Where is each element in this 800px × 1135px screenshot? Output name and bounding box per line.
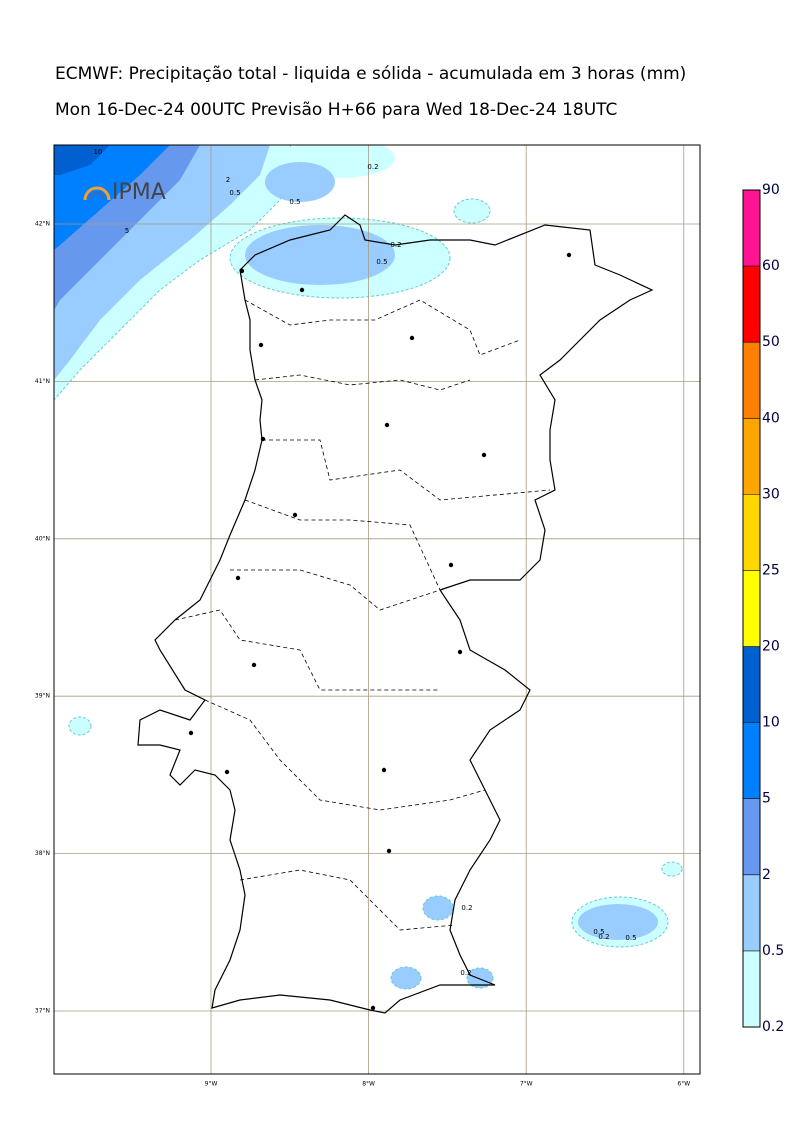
- colorbar-label: 0.5: [762, 943, 784, 959]
- colorbar-band: [743, 722, 760, 799]
- logo-icon: [88, 191, 106, 201]
- precip-area: [422, 895, 454, 921]
- lat-label: 40°N: [35, 535, 50, 542]
- precip-area: [68, 716, 92, 736]
- contour-label: 0.2: [367, 163, 378, 171]
- colorbar-label: 40: [762, 410, 780, 426]
- colorbar-label: 60: [762, 258, 780, 274]
- colorbar-label: 90: [762, 182, 780, 198]
- contour-label: 0.5: [376, 258, 387, 266]
- title: ECMWF: Precipitação total - liquida e só…: [55, 64, 686, 84]
- contour-label: 0.5: [625, 934, 636, 942]
- map-frame: [53, 144, 701, 1075]
- colorbar-label: 10: [762, 715, 780, 731]
- colorbar-label: 25: [762, 562, 780, 578]
- contour-label: 0.5: [289, 198, 300, 206]
- colorbar-label: 0.2: [762, 1019, 784, 1035]
- lon-label: 7°W: [520, 1081, 533, 1088]
- precip-area: [265, 162, 335, 202]
- colorbar-band: [743, 494, 760, 571]
- lon-label: 9°W: [205, 1081, 218, 1088]
- portugal-outline: [137, 214, 654, 1014]
- graticule: 9°W 8°W 7°W 6°W 42°N 41°N 40°N 39°N 38°N 37°N: [35, 145, 700, 1088]
- colorbar-label: 5: [762, 791, 771, 807]
- contour-label: 0.2: [460, 969, 471, 977]
- lat-label: 37°N: [35, 1008, 50, 1015]
- lat-label: 38°N: [35, 850, 50, 857]
- precip-area: [245, 225, 395, 285]
- precip-area: [466, 967, 494, 989]
- contour-label: 5: [125, 227, 129, 235]
- precip-area: [390, 966, 422, 990]
- precip-area: [54, 145, 110, 175]
- contour-label: 0.2: [390, 241, 401, 249]
- logo-icon: [83, 186, 111, 201]
- subtitle: Mon 16-Dec-24 00UTC Previsão H+66 para W…: [55, 100, 617, 120]
- contour-label: 0.2: [461, 904, 472, 912]
- colorbar-band: [743, 950, 760, 1027]
- district-borders: [174, 299, 551, 931]
- contour-label: 0.2: [598, 933, 609, 941]
- colorbar-band: [743, 418, 760, 495]
- colorbar-band: [743, 646, 760, 723]
- contour-label: 0.5: [593, 928, 604, 936]
- colorbar-band: [743, 570, 760, 647]
- lat-label: 42°N: [35, 221, 50, 228]
- colorbar-band: [743, 874, 760, 951]
- contour-label: 0.5: [229, 189, 240, 197]
- lon-label: 6°W: [677, 1081, 690, 1088]
- cities: [188, 252, 572, 1011]
- precip-area: [661, 861, 683, 877]
- lat-label: 41°N: [35, 378, 50, 385]
- colorbar-band: [743, 190, 760, 267]
- precip-area: [453, 198, 491, 224]
- precip-areas: [54, 145, 683, 990]
- logo: IPMA: [83, 180, 166, 205]
- contour-label: 2: [226, 176, 230, 184]
- colorbar-band: [743, 342, 760, 419]
- lon-label: 8°W: [362, 1081, 375, 1088]
- colorbar-label: 50: [762, 334, 780, 350]
- lat-label: 39°N: [35, 693, 50, 700]
- colorbar-band: [743, 266, 760, 343]
- precip-area: [578, 904, 658, 940]
- contour-label: 10: [94, 148, 103, 156]
- colorbar-band: [743, 798, 760, 875]
- colorbar-label: 20: [762, 639, 780, 655]
- colorbar-label: 2: [762, 867, 771, 883]
- colorbar-label: 30: [762, 486, 780, 502]
- logo-text: IPMA: [112, 180, 166, 205]
